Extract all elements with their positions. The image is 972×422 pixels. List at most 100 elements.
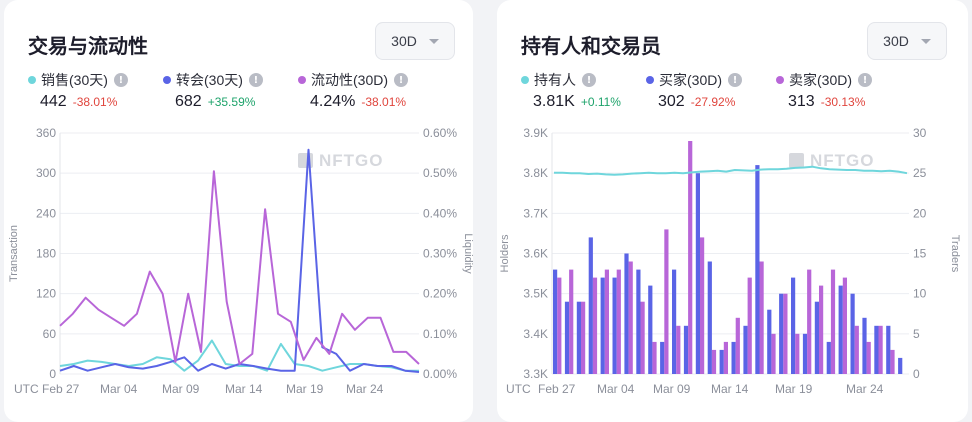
buyers-bar (850, 293, 855, 374)
legend-label: 销售(30天) (41, 72, 108, 88)
sellers-bar (771, 333, 776, 374)
buyers-bar (767, 309, 772, 374)
sellers-dot (776, 76, 784, 84)
x-tick-label: UTC Feb 27 (14, 382, 80, 396)
sellers-bar (807, 269, 812, 374)
legend-transfers[interactable]: 转会(30天)! 682 +35.59% (163, 70, 298, 111)
y-axis-label: Transaction (8, 225, 20, 282)
buyers-bar (791, 277, 796, 374)
buyers-bar (886, 325, 891, 374)
nftgo-logo-icon (298, 153, 313, 168)
sellers-bar (676, 325, 681, 374)
info-icon[interactable]: ! (248, 73, 263, 87)
holders-traders-chart[interactable]: 3.9K 30 3.8K 25 3.7K 20 3.6K 15 3.5K 10 3.4K 5 3.3K 0… (497, 0, 968, 422)
legend-sales[interactable]: 销售(30天)! 442 -38.01% (28, 70, 163, 111)
x-tick-label: Mar 14 (711, 382, 749, 396)
sellers-bar (711, 349, 717, 374)
chevron-down-icon (920, 38, 931, 44)
sales-dot (28, 76, 36, 84)
x-tick-label: Mar 14 (225, 382, 263, 396)
sellers-bar (700, 237, 705, 374)
x-tick-label: Mar 09 (162, 382, 200, 396)
legend-liquidity[interactable]: 流动性(30D)! 4.24% -38.01% (298, 70, 433, 111)
buyers-dot (646, 76, 654, 84)
buyers-bar (802, 333, 808, 374)
y-tick-label: 60 (43, 327, 57, 341)
legend-label: 买家(30D) (659, 72, 723, 88)
y2-tick-label: 10 (913, 287, 927, 301)
y-tick-label: 3.9K (523, 126, 548, 140)
info-icon[interactable]: ! (728, 73, 743, 87)
buyers-bar (755, 165, 760, 374)
y-tick-label: 360 (36, 126, 56, 140)
legend-change: -38.01% (361, 95, 407, 109)
sellers-bar (604, 269, 609, 374)
sellers-bar (747, 277, 752, 374)
y2-tick-label: 0.10% (423, 327, 457, 341)
buyers-bar (672, 269, 677, 374)
buyers-bar (624, 253, 629, 374)
buyers-bar (814, 301, 819, 374)
period-value: 30D (391, 33, 417, 49)
holders-traders-card: 持有人和交易员 30D 持有人! 3.81K +0.11% 买家(30D)! 30… (497, 0, 968, 422)
x-tick-label: Mar 04 (597, 382, 635, 396)
legend-value: 4.24% (310, 93, 356, 110)
sellers-bar (878, 325, 883, 374)
y-tick-label: 240 (36, 206, 56, 220)
y-tick-label: 3.5K (523, 287, 548, 301)
sellers-bar (664, 229, 669, 374)
buyers-bar (553, 269, 558, 374)
y-tick-label: 3.8K (523, 166, 548, 180)
card-title: 持有人和交易员 (521, 36, 661, 58)
sellers-bar (842, 277, 847, 374)
sellers-bar (723, 341, 728, 374)
buyers-bar (779, 293, 784, 374)
y2-tick-label: 15 (913, 247, 927, 261)
legend-sellers[interactable]: 卖家(30D)! 313 -30.13% (776, 70, 906, 111)
buyers-bar (695, 173, 700, 374)
info-icon[interactable]: ! (113, 73, 128, 87)
buyers-bar (826, 341, 831, 374)
holders-dot (521, 76, 529, 84)
legend-label: 卖家(30D) (789, 72, 853, 88)
legend-value: 682 (175, 93, 202, 110)
buyers-bar (743, 325, 748, 374)
sellers-bar (569, 269, 574, 374)
legend-label: 转会(30天) (176, 72, 243, 88)
y-tick-label: 3.3K (523, 367, 548, 381)
sellers-bar (866, 341, 871, 374)
info-icon[interactable]: ! (582, 73, 596, 87)
info-icon[interactable]: ! (858, 73, 873, 87)
buyers-bar (600, 277, 605, 374)
legend-change: -38.01% (72, 95, 118, 109)
sellers-bar (592, 277, 598, 374)
buyers-bar (576, 301, 581, 374)
legend: 持有人! 3.81K +0.11% 买家(30D)! 302 -27.92% 卖家(… (521, 70, 906, 111)
legend-change: +0.11% (580, 95, 621, 109)
legend-value: 3.81K (533, 93, 575, 110)
y2-tick-label: 0.50% (423, 166, 457, 180)
y-axis-label: Holders (499, 234, 511, 272)
sellers-bar (557, 277, 562, 374)
period-select[interactable]: 30D (867, 22, 947, 60)
period-value: 30D (883, 33, 909, 49)
y2-tick-label: 5 (913, 327, 920, 341)
y2-tick-label: 0 (913, 367, 920, 381)
buyers-bar (660, 341, 665, 374)
y-tick-label: 120 (36, 287, 56, 301)
period-select[interactable]: 30D (375, 22, 455, 60)
buyers-bar (588, 237, 593, 374)
transactions-liquidity-chart[interactable]: 360 0.60% 300 0.50% 240 0.40% 180 0.30% 120 0.20%… (4, 0, 473, 422)
legend-value: 442 (40, 93, 67, 110)
buyers-bar (648, 285, 653, 374)
info-icon[interactable]: ! (394, 73, 409, 87)
y2-tick-label: 30 (913, 126, 927, 140)
y2-tick-label: 0.40% (423, 206, 457, 220)
x-tick-label: Mar 24 (346, 382, 384, 396)
x-tick-label: Mar 24 (846, 382, 884, 396)
buyers-bar (707, 261, 712, 374)
legend-buyers[interactable]: 买家(30D)! 302 -27.92% (646, 70, 776, 111)
buyers-bar (874, 325, 879, 374)
legend-holders[interactable]: 持有人! 3.81K +0.11% (521, 70, 646, 111)
sellers-bar (830, 269, 836, 374)
